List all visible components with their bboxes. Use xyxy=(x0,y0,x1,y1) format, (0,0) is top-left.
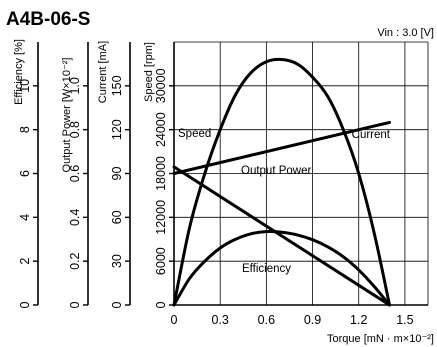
speed-tick-label: 30000 xyxy=(154,68,168,103)
current-tick-label: 120 xyxy=(110,119,124,140)
efficiency-tick-label: 0 xyxy=(18,301,32,308)
speed-series-label: Speed xyxy=(178,128,211,140)
x-tick-label: 0.6 xyxy=(258,313,275,327)
x-axis-label: Torque [mN · m×10⁻²] xyxy=(327,333,434,345)
output-tick-label: 0.4 xyxy=(68,209,82,226)
output-tick-label: 1.0 xyxy=(68,77,82,94)
current-tick-label: 90 xyxy=(110,167,124,181)
x-tick-label: 1.5 xyxy=(396,313,413,327)
axes: 0 0.3 0.6 0.9 1.2 1.5 Torque [mN · m×10⁻²] 0 2 4 6… xyxy=(13,39,434,345)
current-tick-label: 30 xyxy=(110,254,124,268)
x-tick-label: 0.9 xyxy=(304,313,321,327)
curves xyxy=(172,57,391,307)
efficiency-curve xyxy=(172,229,391,307)
output-tick-label: 0.2 xyxy=(68,252,82,269)
current-series-label: Current xyxy=(352,129,391,141)
x-tick-label: 0.3 xyxy=(211,313,228,327)
output-tick-label: 0 xyxy=(68,301,82,308)
output-power-curve xyxy=(172,57,391,307)
current-curve xyxy=(172,120,391,175)
speed-tick-label: 6000 xyxy=(154,247,168,275)
output-tick-label: 0.8 xyxy=(68,121,82,138)
efficiency-tick-label: 4 xyxy=(18,214,32,221)
efficiency-axis-label: Efficiency [%] xyxy=(13,39,25,105)
speed-tick-label: 24000 xyxy=(154,112,168,147)
output-power-series-label: Output Power xyxy=(241,165,311,177)
efficiency-tick-label: 10 xyxy=(18,79,32,93)
speed-axis-label: Speed [rpm] xyxy=(143,42,155,102)
x-tick-label: 1.2 xyxy=(350,313,367,327)
current-tick-label: 0 xyxy=(110,301,124,308)
current-tick-label: 150 xyxy=(110,75,124,96)
input-voltage-note: Vin : 3.0 [V] xyxy=(377,27,434,39)
speed-tick-label: 0 xyxy=(154,301,168,308)
speed-curve xyxy=(172,165,391,307)
chart-title: A4B-06-S xyxy=(6,9,90,30)
grid xyxy=(174,41,429,305)
efficiency-tick-label: 8 xyxy=(18,126,32,133)
efficiency-series-label: Efficiency xyxy=(242,263,291,275)
current-axis-label: Current [mA] xyxy=(97,41,109,103)
speed-tick-label: 18000 xyxy=(154,156,168,191)
x-tick-label: 0 xyxy=(171,313,178,327)
labels: Speed Current Output Power Efficiency xyxy=(178,128,391,275)
output-tick-label: 0.6 xyxy=(68,165,82,182)
speed-tick-label: 12000 xyxy=(154,200,168,235)
output-axis-label: Output Power [W×10⁻²] xyxy=(61,58,73,173)
current-tick-label: 60 xyxy=(110,210,124,224)
efficiency-tick-label: 6 xyxy=(18,170,32,177)
efficiency-tick-label: 2 xyxy=(18,258,32,265)
